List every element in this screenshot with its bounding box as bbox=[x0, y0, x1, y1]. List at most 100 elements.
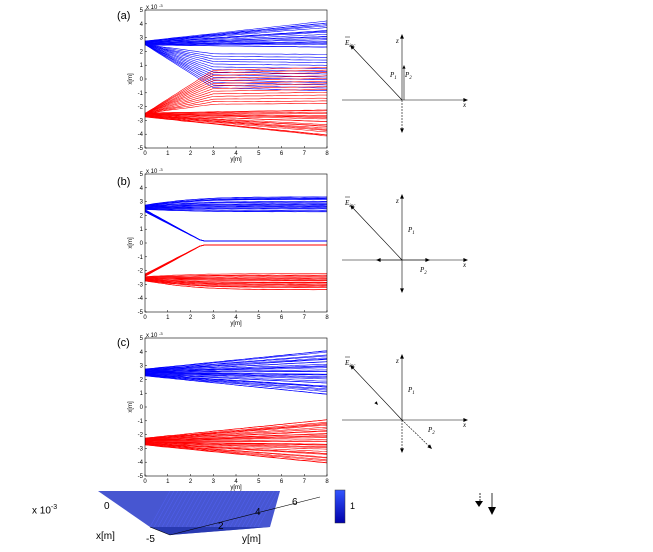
trajectory-line bbox=[145, 27, 327, 43]
e-inc-label: Einc bbox=[344, 39, 356, 49]
trajectory-line bbox=[145, 209, 327, 213]
trajectory-line bbox=[145, 114, 327, 120]
x-tick-label: 7 bbox=[303, 479, 307, 485]
trajectory-line bbox=[145, 44, 327, 63]
trajectory-line bbox=[145, 279, 327, 288]
axis-exponent-power: -3 bbox=[159, 331, 163, 336]
y-tick-label: -3 bbox=[138, 446, 144, 452]
trajectory-line bbox=[145, 439, 327, 442]
trajectory-line bbox=[145, 436, 327, 441]
trajectory-line bbox=[145, 425, 327, 440]
x-axis-label: y[m] bbox=[230, 321, 242, 327]
diagram-x-axis-label: x bbox=[462, 421, 467, 429]
trajectory-line bbox=[145, 442, 327, 452]
trajectory-line bbox=[145, 442, 327, 454]
trajectory-line bbox=[145, 75, 327, 114]
trajectory-line bbox=[145, 103, 327, 114]
trajectory-line bbox=[145, 442, 327, 449]
y-tick-label: 5 bbox=[140, 8, 144, 14]
x-tick-label: 6 bbox=[280, 479, 284, 485]
trajectory-line bbox=[145, 441, 327, 445]
trajectory-line bbox=[145, 374, 327, 390]
trajectory-line bbox=[145, 211, 327, 242]
trajectory-line bbox=[145, 86, 327, 114]
y-tick-label: -5 bbox=[138, 310, 144, 316]
y-tick-label: -3 bbox=[138, 282, 144, 288]
trajectory-line bbox=[145, 279, 327, 286]
trajectory-line bbox=[145, 361, 327, 371]
trajectory-line bbox=[145, 373, 327, 382]
x-tick-label: 2 bbox=[189, 479, 193, 485]
y-tick-label: -1 bbox=[138, 255, 144, 261]
trajectory-line bbox=[145, 20, 327, 42]
trajectory-line bbox=[145, 364, 327, 372]
trajectory-line bbox=[145, 113, 327, 118]
axis-exponent-power: -3 bbox=[159, 3, 163, 8]
trajectory-line bbox=[145, 435, 327, 441]
trajectory-line bbox=[145, 442, 327, 450]
x-tick-label: 5 bbox=[257, 479, 261, 485]
x-tick-label: 7 bbox=[303, 315, 307, 321]
trajectory-line bbox=[145, 209, 327, 242]
trajectories bbox=[145, 20, 327, 137]
vector-diagram-b: x z Einc P1 P2 bbox=[342, 194, 468, 293]
trajectory-line bbox=[145, 91, 327, 114]
trajectory-line bbox=[145, 43, 327, 45]
trajectory-line bbox=[145, 433, 327, 441]
y-tick-label: -4 bbox=[138, 296, 144, 302]
trajectory-line bbox=[145, 279, 327, 285]
trajectory-line bbox=[145, 350, 327, 370]
trajectory-line bbox=[145, 278, 327, 283]
trajectory-line bbox=[145, 114, 327, 125]
x-tick-label: 4 bbox=[234, 479, 238, 485]
vector-diagram-a: x z Einc P1 P2 bbox=[342, 34, 468, 133]
vector-diagram-c: x z Einc P1 P2 bbox=[342, 354, 468, 453]
x-tick-label: 2 bbox=[189, 315, 193, 321]
x-tick-label: 1 bbox=[166, 479, 170, 485]
colorbar-tick: 1 bbox=[350, 501, 355, 511]
bottom-x-axis-label: x[m] bbox=[96, 531, 115, 542]
trajectory-line bbox=[145, 278, 327, 284]
y-tick-label: 5 bbox=[140, 336, 144, 342]
trajectory-line bbox=[145, 354, 327, 370]
trajectory-line bbox=[145, 206, 327, 209]
axis-exponent: x 10 bbox=[146, 333, 158, 339]
y-tick-label: 0 bbox=[140, 241, 144, 247]
axis-exponent: x 10 bbox=[146, 5, 158, 11]
x-axis-label: y[m] bbox=[230, 485, 242, 491]
trajectory-line bbox=[145, 196, 327, 206]
trajectory-line bbox=[145, 114, 327, 127]
trajectory-line bbox=[145, 444, 327, 463]
axis-exponent-power: -3 bbox=[159, 167, 163, 172]
x-tick-label: 2 bbox=[189, 151, 193, 157]
trajectory-line bbox=[145, 375, 327, 393]
trajectory-line bbox=[145, 114, 327, 122]
diagram-z-axis-label: z bbox=[395, 197, 399, 205]
trajectory-line bbox=[145, 277, 327, 280]
x-tick-label: 3 bbox=[212, 151, 216, 157]
trajectory-line bbox=[145, 273, 327, 277]
x-tick-label: 3 bbox=[212, 315, 216, 321]
y-tick-label: -5 bbox=[138, 146, 144, 152]
trajectory-line bbox=[145, 374, 327, 387]
trajectory-line bbox=[145, 197, 327, 206]
trajectory-line bbox=[145, 437, 327, 442]
trajectory-line bbox=[145, 372, 327, 375]
trajectory-line bbox=[145, 279, 327, 287]
panel-label-a: (a) bbox=[117, 10, 131, 22]
bottom-arrows bbox=[475, 493, 496, 515]
trajectory-line bbox=[145, 83, 327, 114]
y-tick-label: 3 bbox=[140, 36, 144, 42]
y-tick-label: 4 bbox=[140, 186, 144, 192]
trajectory-line bbox=[145, 210, 327, 242]
trajectory-line bbox=[145, 89, 327, 114]
p1-label: P1 bbox=[407, 386, 415, 396]
y-axis-label: x[m] bbox=[128, 237, 134, 249]
y-tick-label: -1 bbox=[138, 419, 144, 425]
trajectory-line bbox=[145, 373, 327, 384]
trajectory-line bbox=[145, 208, 327, 211]
axes-box bbox=[144, 173, 328, 313]
trajectory-line bbox=[145, 115, 327, 131]
trajectory-line bbox=[145, 115, 327, 129]
